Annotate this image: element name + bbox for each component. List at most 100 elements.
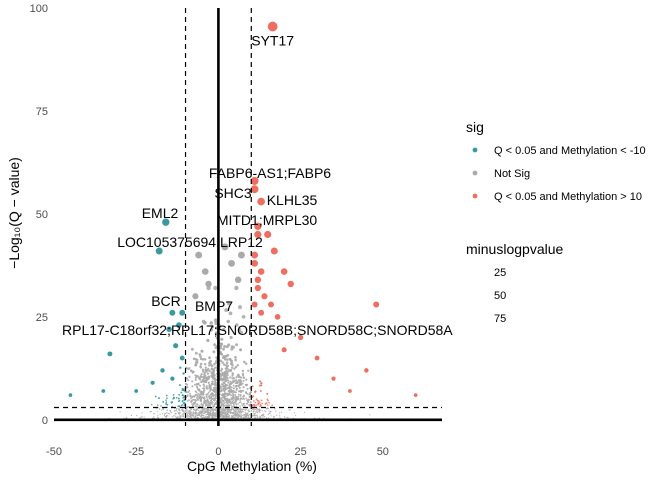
data-point <box>228 399 231 402</box>
data-point <box>224 379 228 382</box>
data-point <box>240 415 242 417</box>
data-point <box>191 396 193 398</box>
data-point <box>248 417 250 419</box>
data-point <box>227 381 230 384</box>
data-point <box>188 375 191 378</box>
data-point <box>219 375 222 378</box>
data-point <box>209 328 214 332</box>
data-point <box>150 411 152 413</box>
data-point <box>230 347 234 351</box>
data-point <box>183 404 186 407</box>
data-point <box>178 416 180 418</box>
data-point <box>265 402 268 404</box>
data-point <box>224 413 226 415</box>
data-point <box>214 394 216 396</box>
data-point <box>287 417 289 419</box>
data-point <box>224 367 228 370</box>
data-point <box>239 394 242 396</box>
data-point <box>279 415 281 417</box>
data-point <box>275 410 277 412</box>
data-point <box>258 309 265 316</box>
data-point <box>189 412 192 414</box>
data-point <box>258 402 260 405</box>
data-point <box>178 407 180 409</box>
data-point <box>221 243 229 251</box>
data-point <box>220 408 222 410</box>
data-point <box>230 394 233 397</box>
legend-swatch <box>472 147 478 153</box>
data-point <box>209 399 212 402</box>
data-point <box>232 407 234 409</box>
data-point <box>224 388 227 391</box>
data-point <box>198 398 200 400</box>
data-point <box>225 404 228 407</box>
data-point <box>194 374 197 377</box>
data-point <box>182 414 184 417</box>
data-point <box>251 251 259 259</box>
data-point <box>233 410 235 412</box>
data-point <box>184 390 187 393</box>
labeled-data-point <box>254 230 262 239</box>
data-point <box>181 413 183 415</box>
data-point <box>179 409 181 412</box>
data-point <box>201 409 204 411</box>
data-point <box>213 405 215 407</box>
data-point <box>229 380 232 383</box>
data-point <box>195 416 197 418</box>
data-point <box>247 409 249 411</box>
data-point <box>203 362 207 366</box>
data-point <box>205 410 207 412</box>
data-point <box>141 415 143 417</box>
data-point <box>223 393 226 395</box>
data-point <box>229 376 232 379</box>
data-point <box>199 365 202 368</box>
data-point <box>194 376 198 379</box>
data-point <box>241 382 244 385</box>
labeled-data-point <box>179 309 186 316</box>
data-point <box>219 411 221 413</box>
data-point <box>234 395 237 398</box>
data-point <box>224 415 226 417</box>
data-point <box>239 407 242 409</box>
data-point <box>183 411 185 413</box>
data-point <box>238 375 241 379</box>
data-point <box>196 394 199 397</box>
data-point <box>228 386 230 389</box>
data-point <box>232 415 234 417</box>
data-point <box>187 379 190 382</box>
data-point <box>223 374 227 378</box>
data-point <box>181 409 183 411</box>
data-point <box>226 393 229 395</box>
data-point <box>231 374 234 377</box>
data-point <box>211 394 214 397</box>
data-point <box>130 414 132 416</box>
data-point <box>190 411 192 413</box>
data-point <box>141 416 143 418</box>
data-point <box>210 368 214 371</box>
data-point <box>199 357 203 361</box>
data-point <box>274 416 276 418</box>
data-point <box>157 411 159 413</box>
data-point <box>181 400 184 403</box>
labeled-data-point <box>155 247 163 255</box>
data-point <box>245 397 247 400</box>
data-point <box>169 413 171 415</box>
data-point <box>237 384 240 387</box>
data-point <box>198 413 200 415</box>
data-point <box>258 401 261 403</box>
data-point <box>257 268 265 275</box>
data-point <box>214 321 218 325</box>
data-point <box>178 393 181 396</box>
data-point <box>215 397 217 400</box>
data-point <box>242 394 245 397</box>
data-point <box>197 408 199 410</box>
data-point <box>239 398 242 400</box>
data-point <box>209 415 211 417</box>
data-point <box>220 390 223 393</box>
data-point <box>247 401 250 404</box>
data-point <box>236 374 239 377</box>
data-point <box>202 393 205 396</box>
data-point <box>223 345 227 348</box>
data-point <box>157 417 159 419</box>
data-point <box>198 411 200 413</box>
